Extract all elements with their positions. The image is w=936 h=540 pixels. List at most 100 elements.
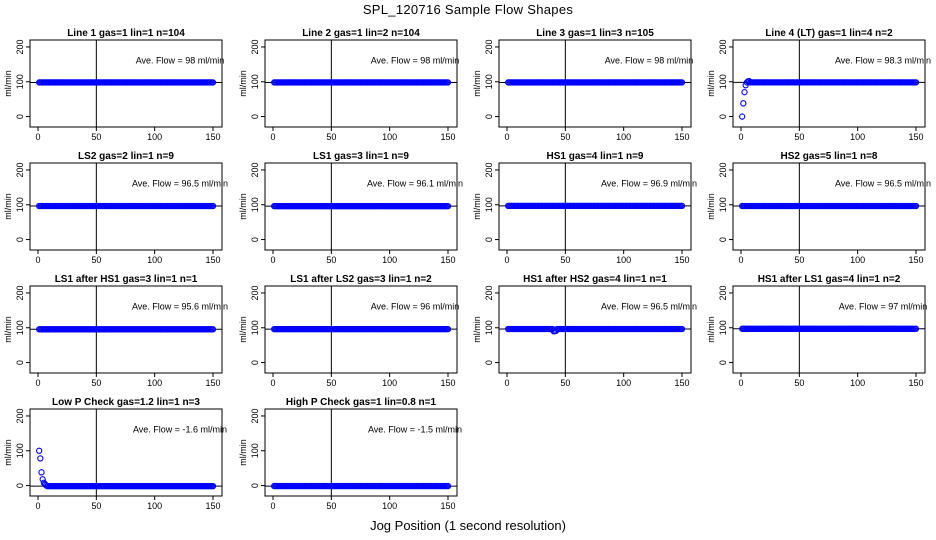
panel-12: HS1 after LS1 gas=4 lin=1 n=2 0 50 100 150 0 1… [706,274,927,388]
x-tick-label: 100 [382,132,397,142]
panel-title: Line 1 gas=1 lin=1 n=104 [67,28,185,39]
plot-frame [29,408,223,497]
x-tick-label: 100 [147,501,162,511]
y-tick-label: 200 [250,408,260,423]
x-tick-label: 0 [504,132,509,142]
data-point [209,202,217,210]
chart-title: SPL_120716 Sample Flow Shapes [362,2,574,17]
plot-frame [264,408,458,497]
panel-14: High P Check gas=1 lin=0.8 n=1 0 50 100 150 0… [238,397,462,511]
y-tick-label: 100 [484,197,494,212]
x-tick-label: 150 [440,378,455,388]
x-tick-label: 0 [738,378,743,388]
y-axis-label: ml/min [706,193,716,220]
panel-11: HS1 after HS2 gas=4 lin=1 n=1 0 50 100 150 0 1… [472,274,697,388]
y-tick-label: 200 [718,39,728,54]
x-tick-label: 100 [382,378,397,388]
data-points [505,325,686,335]
plot-frame [498,39,692,128]
y-tick-label: 100 [15,74,25,89]
data-point [39,476,46,483]
y-tick-label: 200 [250,285,260,300]
y-tick-label: 200 [484,285,494,300]
y-tick-label: 200 [250,162,260,177]
x-tick-label: 0 [270,501,275,511]
x-tick-label: 50 [794,132,804,142]
y-tick-label: 0 [15,237,25,242]
x-tick-label: 50 [326,255,336,265]
data-point [209,79,217,86]
data-points [271,326,452,333]
y-tick-label: 0 [15,114,25,119]
x-tick-label: 150 [205,378,220,388]
x-tick-label: 0 [35,132,40,142]
data-point [678,202,686,209]
y-tick-label: 0 [484,360,494,365]
x-tick-label: 100 [850,132,865,142]
x-tick-label: 100 [382,255,397,265]
x-tick-label: 50 [91,132,101,142]
plot-frame [732,285,926,374]
data-points [739,325,920,332]
x-tick-label: 150 [205,255,220,265]
x-tick-label: 100 [616,132,631,142]
x-tick-label: 150 [908,132,923,142]
data-points [36,447,217,490]
y-tick-label: 100 [718,74,728,89]
data-point [38,469,45,476]
panel-6: LS1 gas=3 lin=1 n=9 0 50 100 150 0 100 200 ml/mi… [238,151,463,265]
average-annotation: Ave. Flow = 96.5 ml/min [835,179,931,189]
panel-8: HS2 gas=5 lin=1 n=8 0 50 100 150 0 100 200 ml/mi… [706,151,931,265]
x-tick-label: 0 [504,255,509,265]
y-axis-label: ml/min [472,193,482,220]
x-tick-label: 50 [91,378,101,388]
average-annotation: Ave. Flow = 98.3 ml/min [835,56,931,66]
data-point [912,325,920,332]
data-point [678,325,686,333]
data-point [912,202,920,210]
panel-3: Line 3 gas=1 lin=3 n=105 0 50 100 150 0 100 200… [472,28,693,142]
y-axis-label: ml/min [3,193,13,220]
plot-frame [29,162,223,251]
y-tick-label: 100 [15,197,25,212]
y-tick-label: 0 [250,237,260,242]
x-tick-label: 50 [560,255,570,265]
y-tick-label: 0 [15,360,25,365]
x-tick-label: 100 [147,378,162,388]
x-tick-label: 50 [91,501,101,511]
x-tick-label: 50 [91,255,101,265]
x-tick-label: 150 [205,132,220,142]
y-tick-label: 100 [718,197,728,212]
y-tick-label: 200 [15,408,25,423]
average-annotation: Ave. Flow = 96 ml/min [371,302,460,312]
plot-frame [264,39,458,128]
panel-7: HS1 gas=4 lin=1 n=9 0 50 100 150 0 100 200 ml/mi… [472,151,697,265]
x-tick-label: 0 [270,378,275,388]
panel-1: Line 1 gas=1 lin=1 n=104 0 50 100 150 0 100 200… [3,28,224,142]
x-tick-label: 150 [440,501,455,511]
x-tick-label: 150 [205,501,220,511]
x-axis-title: Jog Position (1 second resolution) [370,518,566,533]
x-tick-label: 50 [794,255,804,265]
panel-title: HS1 gas=4 lin=1 n=9 [547,151,644,162]
data-point [741,89,748,96]
x-tick-label: 100 [850,378,865,388]
average-annotation: Ave. Flow = 97 ml/min [839,302,928,312]
data-point [444,326,452,333]
panel-title: HS1 after LS1 gas=4 lin=1 n=2 [758,274,901,285]
data-point [37,455,44,462]
plot-frame [498,285,692,374]
y-tick-label: 0 [15,483,25,488]
plot-frame [732,162,926,251]
panel-4: Line 4 (LT) gas=1 lin=4 n=2 0 50 100 150 0 100… [706,28,931,142]
x-tick-label: 50 [326,378,336,388]
plot-frame [732,39,926,128]
data-points [271,482,452,490]
y-axis-label: ml/min [706,316,716,343]
y-tick-label: 200 [15,162,25,177]
x-tick-label: 150 [440,132,455,142]
y-tick-label: 0 [484,114,494,119]
y-tick-label: 200 [718,162,728,177]
panel-5: LS2 gas=2 lin=1 n=9 0 50 100 150 0 100 200 ml/mi… [3,151,228,265]
y-tick-label: 100 [250,443,260,458]
